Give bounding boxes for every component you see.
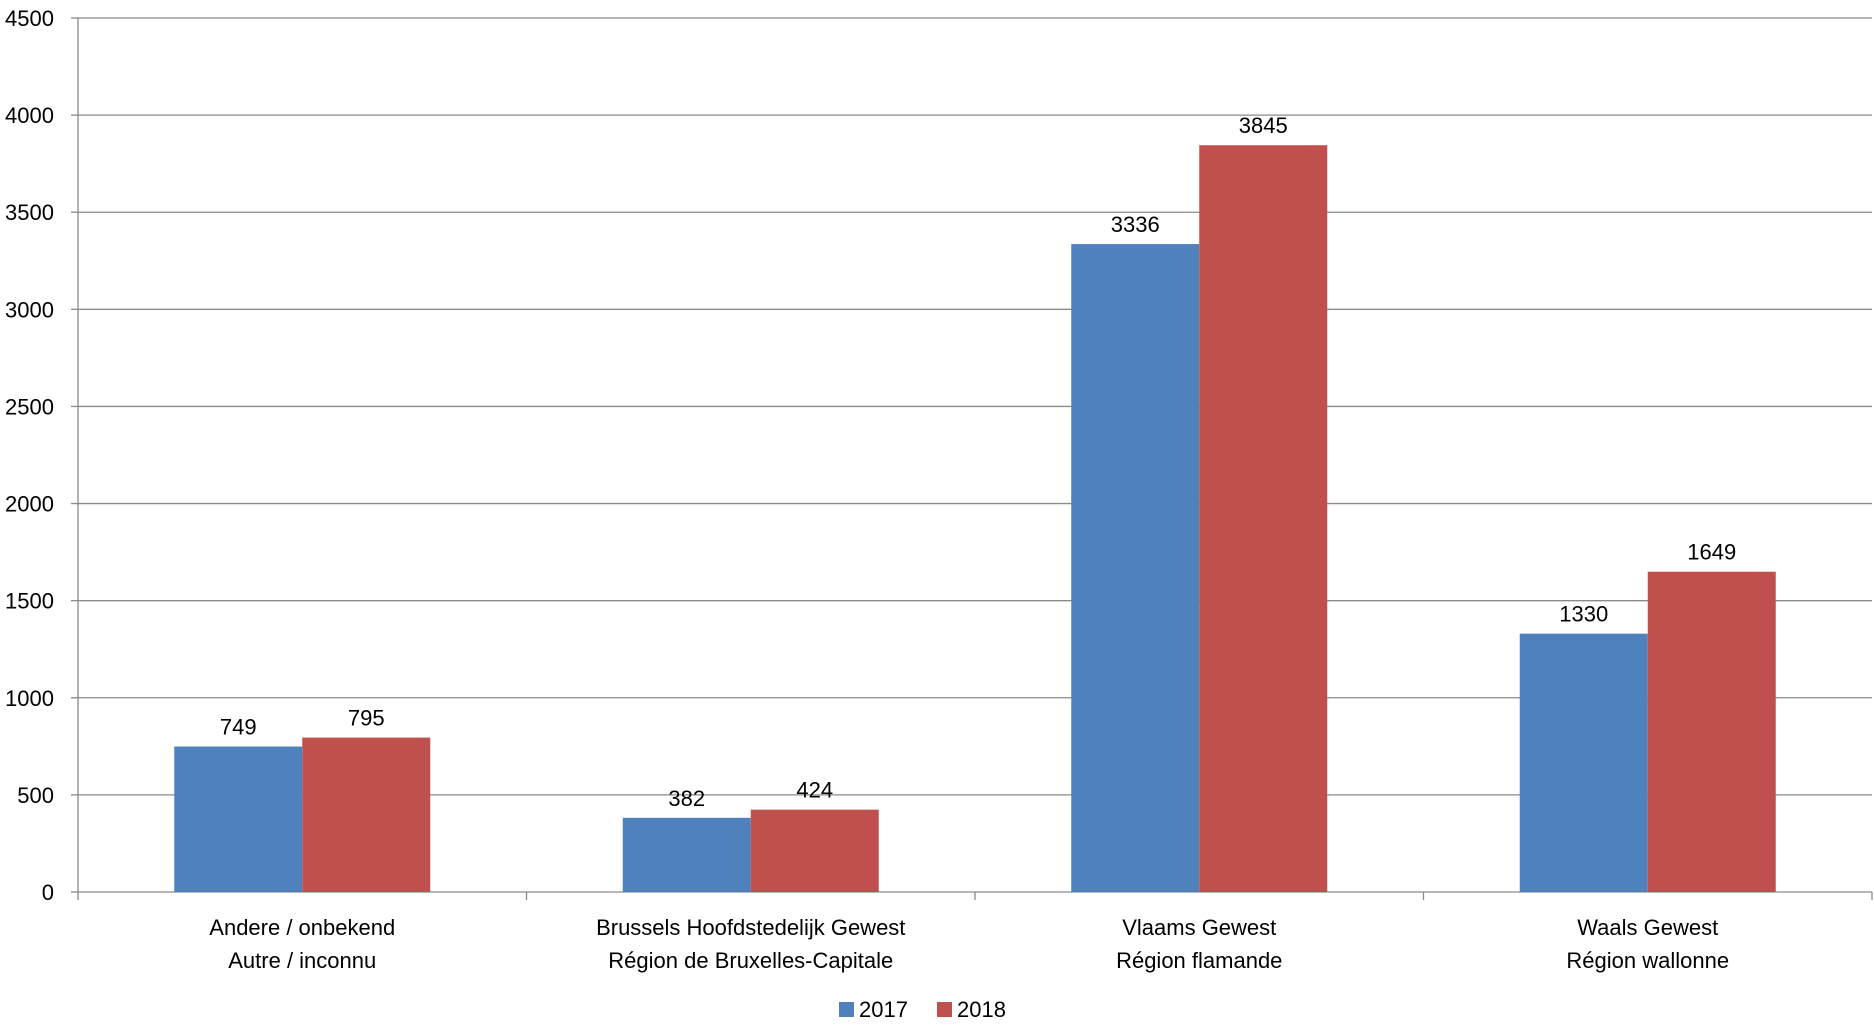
category-label: Vlaams Gewest xyxy=(1122,915,1276,940)
bar-2018-2 xyxy=(750,809,879,892)
legend-label: 2017 xyxy=(859,997,908,1022)
y-tick-label: 1500 xyxy=(5,589,54,614)
data-label: 1649 xyxy=(1687,540,1736,565)
data-label: 424 xyxy=(796,778,833,803)
y-tick-label: 0 xyxy=(42,880,54,905)
data-label: 795 xyxy=(348,706,385,731)
category-label: Brussels Hoofdstedelijk Gewest xyxy=(596,915,905,940)
y-tick-label: 3000 xyxy=(5,297,54,322)
category-label: Autre / inconnu xyxy=(228,948,376,973)
legend-swatch xyxy=(839,1002,854,1017)
category-label: Région wallonne xyxy=(1566,948,1729,973)
category-label: Andere / onbekend xyxy=(209,915,395,940)
y-axis-tick-labels: 0 500 1000 1500 2000 2500 3000 3500 4000 4500 xyxy=(5,6,54,905)
legend-label: 2018 xyxy=(957,997,1006,1022)
legend: 2017 2018 xyxy=(839,997,1006,1022)
bar-2018-3 xyxy=(1199,145,1328,892)
y-tick-label: 2000 xyxy=(5,492,54,517)
gridlines xyxy=(78,17,1872,796)
data-label: 749 xyxy=(220,715,257,740)
bar-2017-4 xyxy=(1519,633,1648,892)
category-label: Région de Bruxelles-Capitale xyxy=(608,948,893,973)
y-tick-label: 4000 xyxy=(5,103,54,128)
data-label: 1330 xyxy=(1559,602,1608,627)
x-axis-category-labels: Andere / onbekend Autre / inconnu Brussels… xyxy=(209,915,1729,973)
category-label: Waals Gewest xyxy=(1577,915,1718,940)
bar-2018-1 xyxy=(302,737,431,892)
y-tick-label: 1000 xyxy=(5,686,54,711)
data-label: 3336 xyxy=(1111,212,1160,237)
data-label: 382 xyxy=(668,786,705,811)
data-label: 3845 xyxy=(1239,113,1288,138)
bar-2017-1 xyxy=(174,746,303,892)
legend-swatch xyxy=(937,1002,952,1017)
y-tick-label: 2500 xyxy=(5,394,54,419)
y-tick-label: 4500 xyxy=(5,6,54,31)
bar-2018-4 xyxy=(1647,571,1776,892)
y-tick-label: 500 xyxy=(17,783,54,808)
y-tick-label: 3500 xyxy=(5,200,54,225)
category-label: Région flamande xyxy=(1116,948,1282,973)
bar-2017-2 xyxy=(622,817,751,892)
data-labels: 749 795 382 424 3336 3845 1330 1649 xyxy=(220,113,1736,811)
bar-2017-3 xyxy=(1071,244,1200,893)
bars xyxy=(174,145,1776,893)
